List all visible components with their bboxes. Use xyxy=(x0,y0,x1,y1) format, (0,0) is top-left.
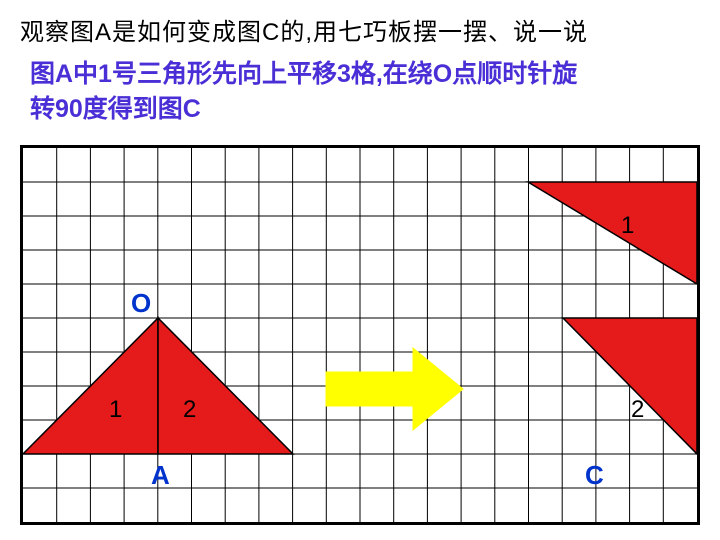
point-a-label: A xyxy=(151,460,170,491)
instruction-text: 图A中1号三角形先向上平移3格,在绕O点顺时针旋 转90度得到图C xyxy=(0,51,720,137)
label-2-right: 2 xyxy=(631,396,644,424)
grid-area: O A C 1 2 1 2 xyxy=(20,145,700,525)
subtitle-line1: 图A中1号三角形先向上平移3格,在绕O点顺时针旋 xyxy=(30,60,577,88)
figure-c-triangle-1 xyxy=(528,182,697,284)
label-1-right: 1 xyxy=(621,212,634,240)
point-o-label: O xyxy=(131,288,151,319)
subtitle-line2: 转90度得到图C xyxy=(30,95,201,123)
point-c-label: C xyxy=(585,460,604,491)
label-2-left: 2 xyxy=(183,396,196,424)
arrow-icon xyxy=(326,348,463,430)
page-title: 观察图A是如何变成图C的,用七巧板摆一摆、说一说 xyxy=(0,0,720,51)
label-1-left: 1 xyxy=(109,396,122,424)
